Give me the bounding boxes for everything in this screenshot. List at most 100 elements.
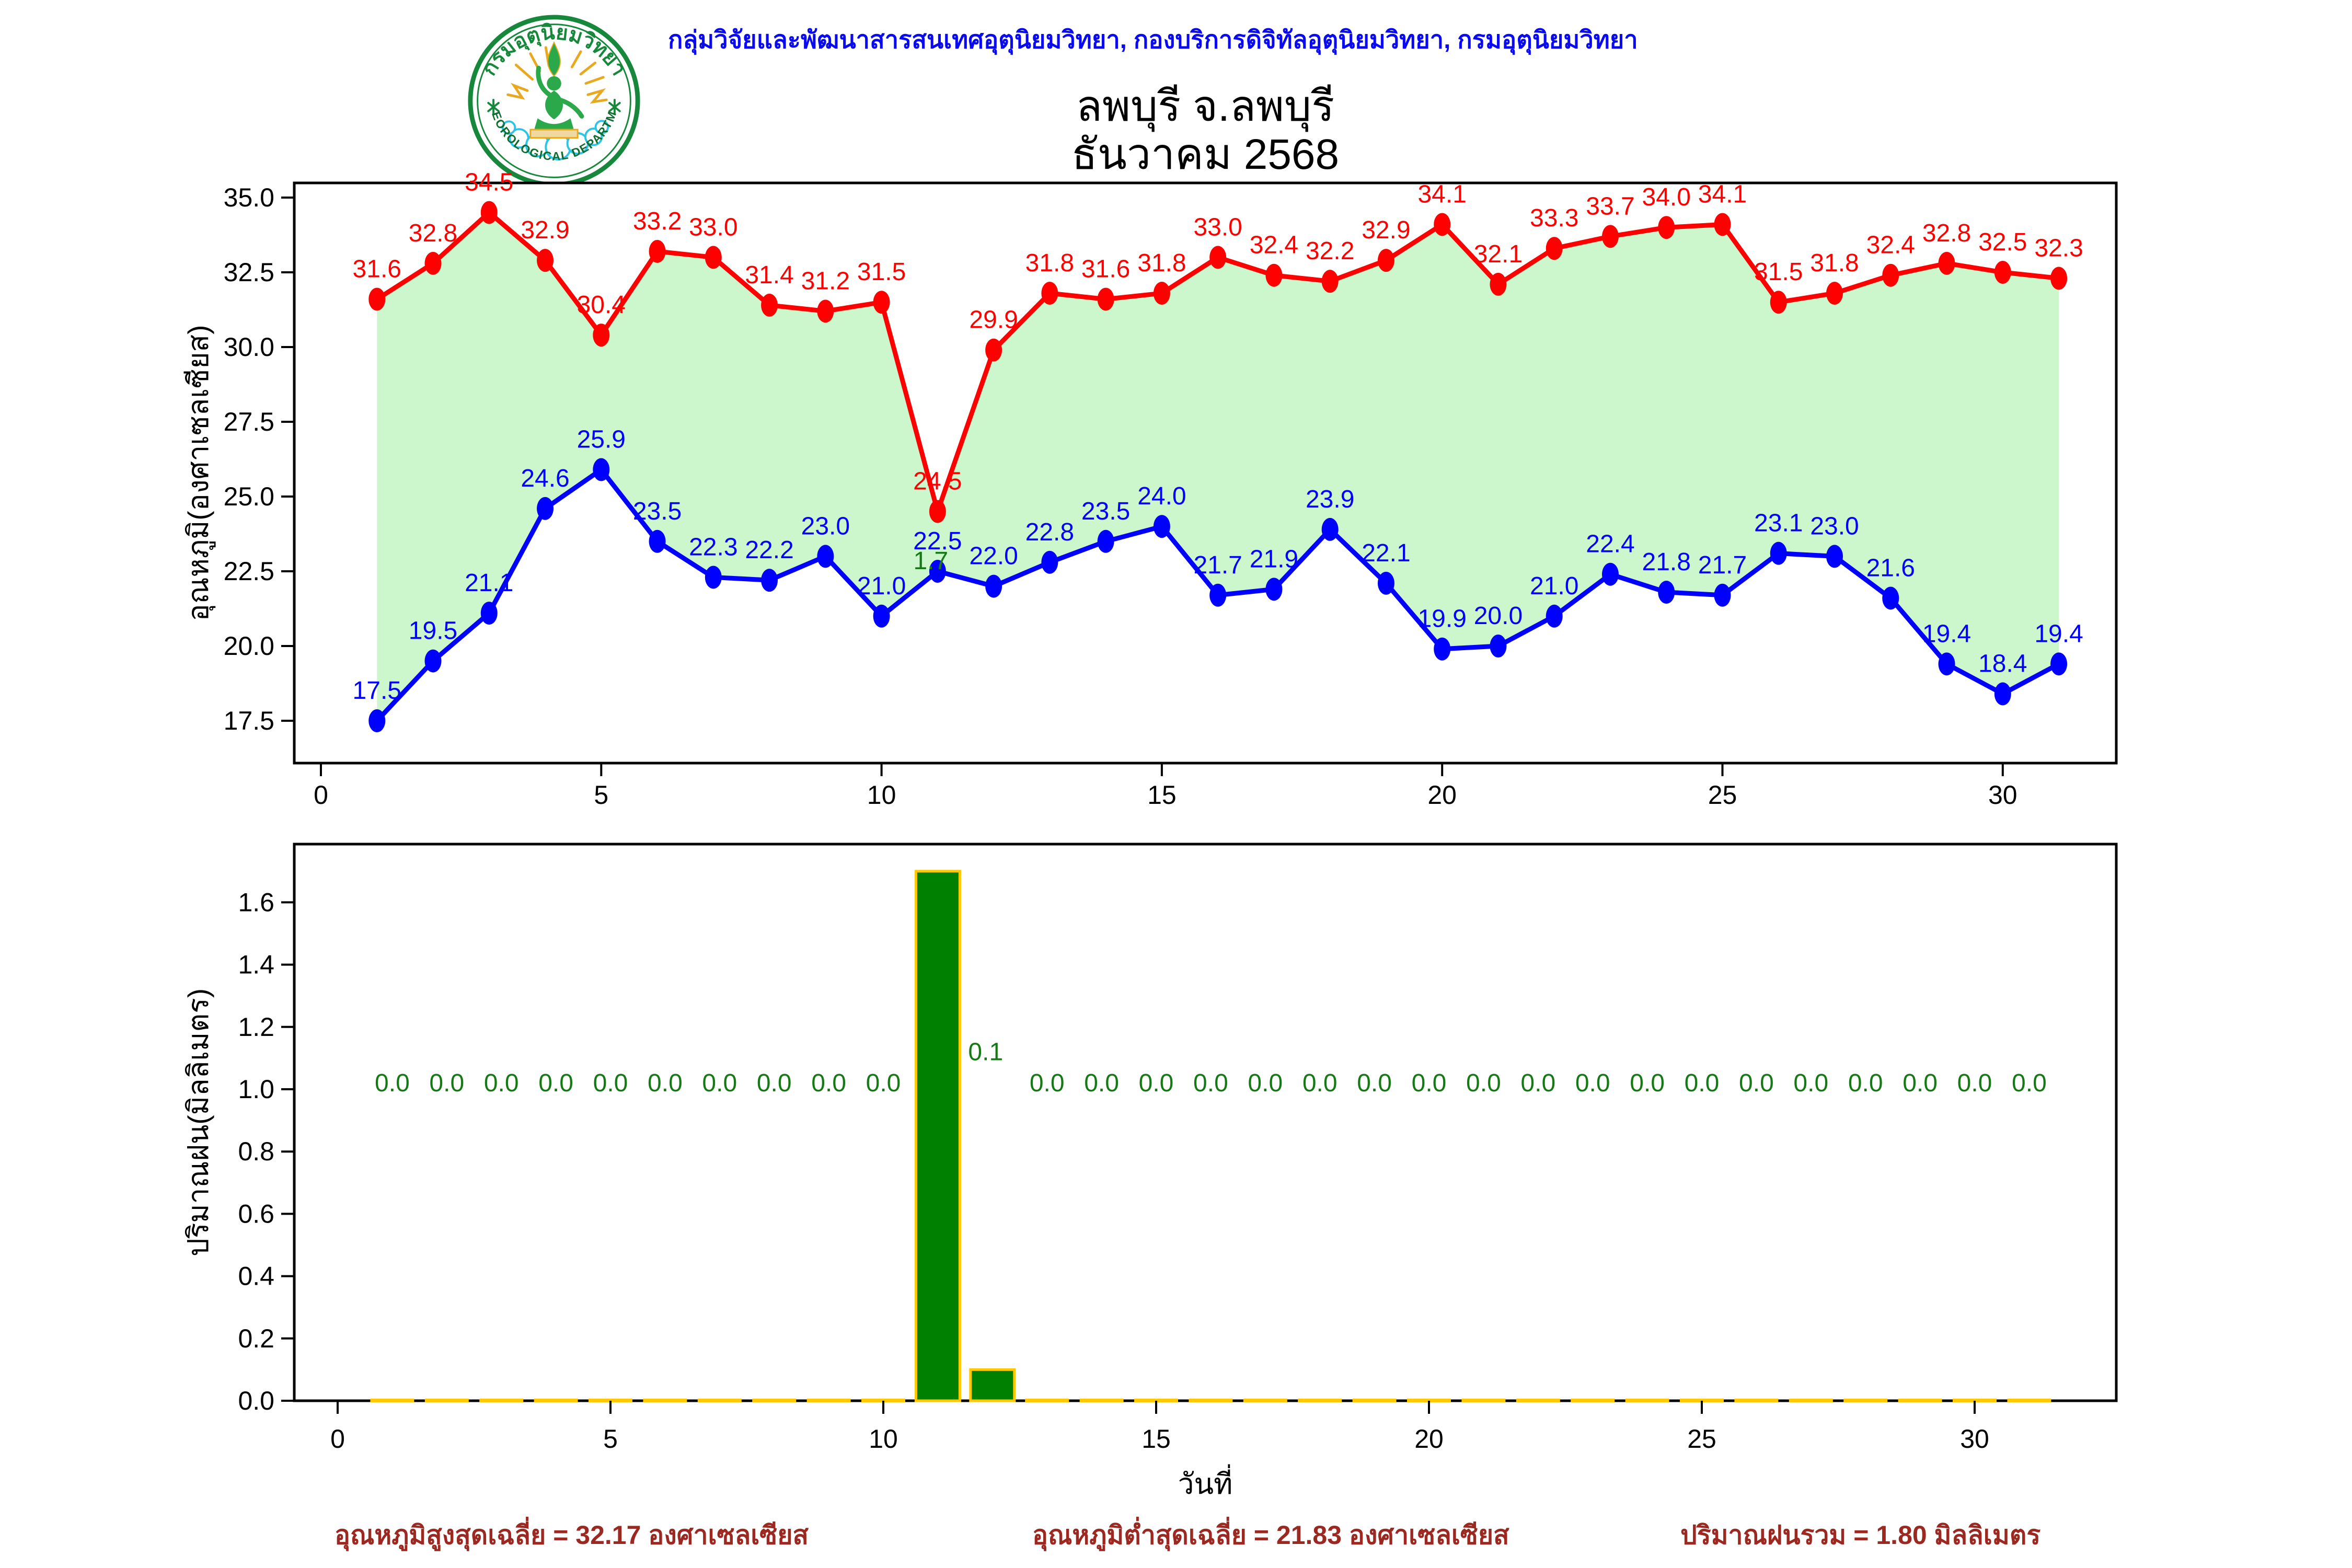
rain-value-label: 0.0 <box>1685 1069 1720 1097</box>
rain-value-label: 0.0 <box>1466 1069 1501 1097</box>
rain-bar-zero <box>1734 1399 1779 1402</box>
rain-value-label: 0.0 <box>811 1069 846 1097</box>
temperature-axis-label: อุณหภูมิ(องศาเซลเซียส) <box>182 325 216 621</box>
deity-head <box>547 76 561 91</box>
x-tick-label: 25 <box>1687 1424 1716 1454</box>
min_temperature-point <box>1882 586 1899 610</box>
min_temperature-value-label: 21.1 <box>465 569 513 597</box>
rain-value-label: 0.1 <box>968 1038 1003 1066</box>
min_temperature-point <box>873 604 890 628</box>
min_temperature-value-label: 22.1 <box>1362 539 1410 567</box>
lightning-bolt-icon <box>506 83 529 100</box>
max_temperature-point <box>1994 261 2011 284</box>
x-tick-label: 20 <box>1414 1424 1444 1454</box>
x-tick-label: 0 <box>330 1424 345 1454</box>
min_temperature-value-label: 19.4 <box>1922 620 1971 648</box>
max_temperature-point <box>985 338 1002 362</box>
max_temperature-point <box>761 293 778 317</box>
rain-bar-zero <box>1352 1399 1397 1402</box>
rain-value-label: 0.0 <box>2012 1069 2047 1097</box>
y-tick-label: 22.5 <box>224 557 274 586</box>
min_temperature-point <box>1153 515 1170 538</box>
max_temperature-point <box>1265 263 1283 287</box>
rain-value-label: 0.0 <box>1575 1069 1610 1097</box>
min_temperature-point <box>1377 571 1394 595</box>
y-tick-label: 0.0 <box>238 1386 274 1415</box>
max_temperature-point <box>1097 287 1114 311</box>
max_temperature-value-label: 31.5 <box>857 258 906 286</box>
rain-value-label: 0.0 <box>1520 1069 1555 1097</box>
min_temperature-point <box>2050 652 2068 676</box>
max_temperature-value-label: 33.7 <box>1586 192 1634 220</box>
min_temperature-point <box>1041 550 1058 574</box>
y-tick-label: 0.6 <box>238 1199 274 1228</box>
rain-bar-zero <box>589 1399 632 1402</box>
deity-arm <box>552 96 584 119</box>
rainfall-axis-label: ปริมาณฝน(มิลลิเมตร) <box>182 988 214 1256</box>
max_temperature-point <box>537 249 554 272</box>
min_temperature-point <box>1601 562 1619 586</box>
rain-value-label: 0.0 <box>1302 1069 1338 1097</box>
rain-bar-zero <box>1843 1399 1888 1402</box>
min_temperature-point <box>1770 541 1787 565</box>
min_temperature-point <box>1546 604 1563 628</box>
max_temperature-value-label: 32.9 <box>1362 216 1410 244</box>
max_temperature-point <box>1826 282 1843 305</box>
y-tick-label: 27.5 <box>224 407 274 436</box>
max_temperature-point <box>1714 213 1731 236</box>
min_temperature-point <box>705 566 722 589</box>
max_temperature-value-label: 34.1 <box>1698 180 1747 208</box>
rain-bar-zero <box>1298 1399 1342 1402</box>
rain-value-label: 0.0 <box>375 1069 410 1097</box>
max_temperature-point <box>1546 237 1563 260</box>
max_temperature-value-label: 30.4 <box>577 291 626 319</box>
min_temperature-point <box>1938 652 1955 676</box>
x-tick-label: 5 <box>603 1424 618 1454</box>
max_temperature-point <box>1153 282 1170 305</box>
max_temperature-point <box>1041 282 1058 305</box>
x-tick-label: 0 <box>314 780 328 810</box>
y-tick-label: 0.2 <box>238 1324 274 1353</box>
tmd-logo: กรมอุตุนิยมวิทยา METEOROLOGICAL DEPARTME… <box>467 14 640 187</box>
x-tick-label: 15 <box>1142 1424 1171 1454</box>
max_temperature-value-label: 33.0 <box>1193 213 1242 241</box>
rain-bar-zero <box>479 1399 524 1402</box>
deity-figure <box>529 41 584 139</box>
min_temperature-point <box>1714 583 1731 607</box>
y-tick-label: 1.0 <box>238 1075 274 1104</box>
rain-bar-zero <box>534 1399 578 1402</box>
rain-value-label: 0.0 <box>866 1069 901 1097</box>
max_temperature-point <box>2050 267 2068 290</box>
y-tick-label: 35.0 <box>224 183 274 212</box>
max_temperature-value-label: 31.6 <box>1081 255 1130 283</box>
max_temperature-point <box>1938 251 1955 275</box>
max_temperature-value-label: 32.1 <box>1474 240 1523 268</box>
max_temperature-value-label: 29.9 <box>969 306 1018 334</box>
x-tick-label: 15 <box>1147 780 1177 810</box>
rain-bar-zero <box>1134 1399 1178 1402</box>
rain-bar-zero <box>1516 1399 1560 1402</box>
max_temperature-value-label: 34.5 <box>465 169 513 197</box>
max_temperature-value-label: 31.8 <box>1025 249 1074 277</box>
rain-value-label: 0.0 <box>484 1069 519 1097</box>
avg-min-temp-summary: อุณหภูมิต่ำสุดเฉลี่ย = 21.83 องศาเซลเซีย… <box>1032 1520 1509 1550</box>
rain-bar-zero <box>424 1399 469 1402</box>
max_temperature-value-label: 33.2 <box>633 207 682 235</box>
min_temperature-value-label: 22.5 <box>913 527 962 555</box>
min_temperature-value-label: 17.5 <box>353 677 401 705</box>
min_temperature-value-label: 21.9 <box>1250 545 1298 573</box>
rain-bar-zero <box>1571 1399 1615 1402</box>
min_temperature-value-label: 20.0 <box>1474 602 1523 630</box>
max_temperature-point <box>817 299 834 323</box>
rain-value-label: 0.0 <box>1357 1069 1392 1097</box>
rain-bar-zero <box>1789 1399 1833 1402</box>
max_temperature-point <box>1321 270 1339 293</box>
agency-header: กลุ่มวิจัยและพัฒนาสารสนเทศอุตุนิยมวิทยา,… <box>668 26 1638 53</box>
avg-max-temp-summary: อุณหภูมิสูงสุดเฉลี่ย = 32.17 องศาเซลเซีย… <box>335 1520 809 1550</box>
y-tick-label: 30.0 <box>224 332 274 362</box>
min_temperature-point <box>1994 682 2011 706</box>
min_temperature-point <box>537 497 554 520</box>
max_temperature-point <box>1658 216 1675 239</box>
x-tick-label: 30 <box>1988 780 2017 810</box>
